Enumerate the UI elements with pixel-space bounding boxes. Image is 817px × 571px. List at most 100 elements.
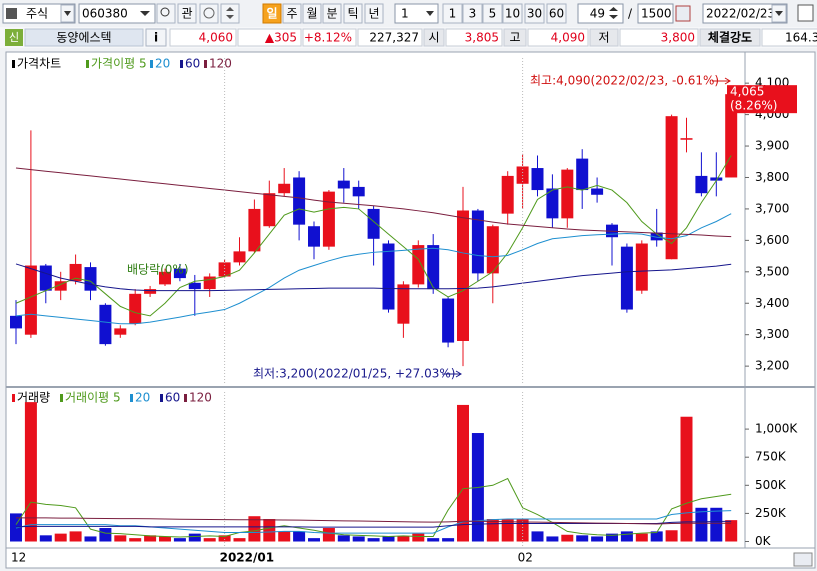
period-text: 분 bbox=[326, 7, 337, 21]
stock-name: 동양에스텍 bbox=[56, 31, 111, 45]
volume: 227,327 bbox=[369, 31, 419, 45]
candle-body bbox=[427, 245, 440, 290]
badge-text: 신 bbox=[9, 31, 19, 44]
low-label: 저 bbox=[598, 31, 609, 45]
cell bbox=[445, 28, 503, 47]
period-button[interactable] bbox=[343, 3, 363, 24]
y-tick-label: 3,700 bbox=[755, 201, 789, 215]
volume-bar bbox=[486, 519, 499, 542]
candle-body bbox=[159, 271, 171, 285]
candle-body bbox=[308, 226, 320, 247]
volume-bar bbox=[129, 538, 142, 542]
settings-icon[interactable] bbox=[675, 5, 691, 22]
legend-marker bbox=[180, 60, 183, 68]
refresh-button[interactable] bbox=[199, 3, 219, 24]
interval-button[interactable] bbox=[482, 3, 503, 24]
interval-button[interactable] bbox=[462, 3, 483, 24]
max-count-text: 1500 bbox=[641, 7, 672, 21]
chart-frame bbox=[5, 51, 816, 569]
period-button[interactable] bbox=[302, 3, 322, 24]
watch-button[interactable] bbox=[177, 3, 197, 24]
interval-button[interactable] bbox=[502, 3, 523, 24]
volume-bar bbox=[710, 507, 723, 542]
last-change-label: (8.26%) bbox=[730, 99, 777, 113]
arrow bbox=[426, 11, 434, 16]
volume-bar bbox=[308, 538, 320, 542]
interval-button[interactable] bbox=[546, 3, 567, 24]
volume-bar bbox=[650, 531, 663, 542]
volume-bar bbox=[203, 538, 216, 542]
code-combo[interactable] bbox=[78, 3, 156, 24]
info-button[interactable] bbox=[145, 28, 167, 47]
y-tick-label: 3,800 bbox=[755, 170, 789, 184]
max-count[interactable] bbox=[637, 3, 674, 24]
search-icon bbox=[160, 7, 170, 17]
moving-average bbox=[16, 517, 732, 525]
volume-bar bbox=[635, 533, 648, 542]
period-button[interactable] bbox=[282, 3, 302, 24]
volume-bar bbox=[531, 531, 544, 542]
refresh-icon bbox=[203, 7, 215, 19]
candle-body bbox=[263, 193, 276, 227]
volume-bar bbox=[725, 520, 738, 542]
high-annotation: 최고:4,090(2022/02/23, -0.61%) bbox=[530, 74, 719, 88]
spin-arrows bbox=[609, 7, 618, 19]
candle-body bbox=[471, 210, 484, 274]
cell bbox=[761, 28, 817, 47]
cell bbox=[302, 28, 357, 47]
legend-marker bbox=[184, 394, 187, 402]
cell bbox=[527, 28, 589, 47]
interval-button[interactable] bbox=[524, 3, 545, 24]
interval-button[interactable] bbox=[442, 3, 463, 24]
volume-bar bbox=[546, 536, 559, 542]
candle-body bbox=[635, 243, 648, 291]
interval-text: 1 bbox=[449, 7, 457, 21]
legend-label: 가격이평 5 bbox=[91, 57, 147, 71]
volume-bar bbox=[99, 528, 112, 542]
y-tick-label: 500K bbox=[755, 478, 787, 492]
volume-bar bbox=[39, 535, 52, 542]
open-label: 시 bbox=[428, 31, 439, 45]
legend-title: 가격차트 bbox=[17, 57, 61, 71]
interval-buttons: 1 3 5 10 30 60 bbox=[442, 3, 567, 24]
y-tick-label: 3,200 bbox=[755, 359, 789, 373]
volume-bar bbox=[576, 535, 589, 542]
strength: 164.3 bbox=[785, 31, 817, 45]
legend-label: 120 bbox=[209, 57, 232, 71]
moving-average bbox=[15, 213, 732, 325]
candle-body bbox=[412, 245, 425, 285]
volume-bar bbox=[248, 516, 261, 542]
period-text: 틱 bbox=[347, 7, 358, 21]
date-combo[interactable] bbox=[702, 3, 788, 24]
label-cell bbox=[503, 28, 527, 47]
zoom-icon[interactable] bbox=[793, 552, 813, 567]
period-button[interactable] bbox=[322, 3, 342, 24]
volume-bar bbox=[680, 416, 693, 542]
volume-bar bbox=[337, 535, 350, 542]
volume-bar bbox=[24, 402, 37, 542]
candle-body bbox=[546, 188, 559, 219]
search-button[interactable] bbox=[156, 3, 176, 24]
candle-body bbox=[24, 265, 37, 335]
candle-body bbox=[680, 138, 693, 140]
interval-combo[interactable] bbox=[394, 3, 439, 24]
window-icon[interactable] bbox=[797, 4, 814, 22]
market-combo[interactable] bbox=[2, 3, 76, 24]
y-tick-label: 3,400 bbox=[755, 296, 789, 310]
legend-marker bbox=[86, 60, 89, 68]
low-annotation: 최저:3,200(2022/01/25, +27.03%) bbox=[253, 367, 455, 381]
period-button[interactable] bbox=[262, 3, 282, 24]
candle-body bbox=[218, 262, 231, 277]
updown-button[interactable] bbox=[220, 3, 240, 24]
period-button[interactable] bbox=[364, 3, 384, 24]
period-text: 년 bbox=[368, 7, 379, 21]
candle-body bbox=[173, 268, 186, 279]
volume-bar bbox=[114, 535, 127, 542]
code-text: 060380 bbox=[82, 7, 128, 21]
candle-body bbox=[442, 298, 455, 343]
volume-bar bbox=[591, 536, 604, 542]
interval-text: 3 bbox=[469, 7, 477, 21]
candle-body bbox=[531, 168, 544, 191]
separator: / bbox=[628, 7, 633, 21]
